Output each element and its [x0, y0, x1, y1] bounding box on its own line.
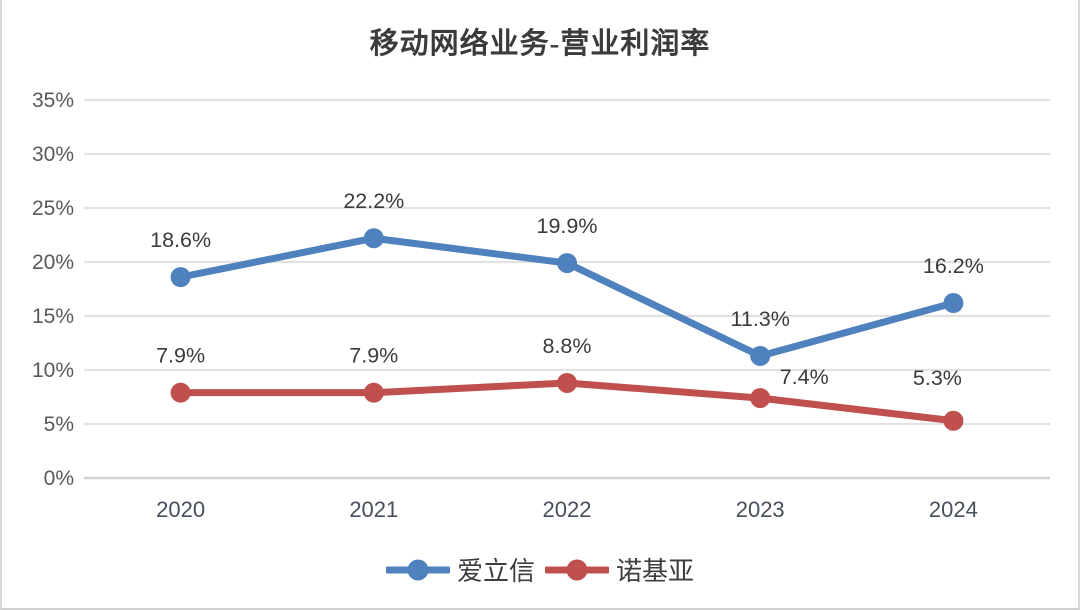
- y-axis-tick-label: 0%: [44, 467, 74, 490]
- chart-legend: 爱立信 诺基亚: [2, 551, 1078, 588]
- legend-item-ericsson: 爱立信: [385, 551, 535, 588]
- y-axis-tick-label: 15%: [32, 305, 74, 328]
- data-point-marker: [170, 267, 191, 288]
- data-label: 7.9%: [349, 344, 398, 368]
- legend-label-ericsson: 爱立信: [456, 557, 535, 586]
- data-point-marker: [750, 345, 771, 366]
- data-point-marker: [363, 382, 384, 403]
- y-axis-tick-label: 5%: [44, 413, 74, 436]
- data-point-marker: [943, 293, 964, 314]
- chart-title: 移动网络业务-营业利润率: [369, 28, 711, 60]
- data-label: 19.9%: [537, 214, 598, 238]
- y-axis-tick-label: 25%: [32, 197, 74, 220]
- data-label: 18.6%: [150, 228, 211, 252]
- data-label: 7.4%: [780, 365, 829, 389]
- data-label: 5.3%: [913, 366, 962, 390]
- legend-line-marker-icon: [385, 559, 450, 580]
- data-point-marker: [750, 388, 771, 409]
- x-axis-tick-label: 2020: [156, 497, 205, 522]
- legend-label-nokia: 诺基亚: [616, 557, 695, 586]
- y-axis-tick-label: 10%: [32, 359, 74, 382]
- legend-item-nokia: 诺基亚: [545, 551, 694, 588]
- y-axis-tick-label: 30%: [32, 143, 74, 166]
- data-point-marker: [557, 253, 577, 274]
- x-axis-tick-label: 2022: [543, 497, 592, 522]
- data-label: 22.2%: [343, 189, 404, 213]
- data-label: 16.2%: [923, 254, 984, 278]
- x-axis-tick-label: 2023: [736, 497, 785, 522]
- data-point-marker: [943, 410, 964, 431]
- data-label: 7.9%: [156, 344, 205, 368]
- y-axis-tick-label: 35%: [32, 89, 74, 112]
- data-point-marker: [363, 228, 384, 249]
- y-axis-tick-label: 20%: [32, 251, 74, 274]
- x-axis-tick-label: 2021: [349, 497, 398, 522]
- data-label: 8.8%: [542, 334, 591, 358]
- x-axis-tick-label: 2024: [929, 497, 978, 522]
- legend-line-marker-icon: [545, 559, 609, 580]
- data-point-marker: [557, 372, 577, 393]
- data-label: 11.3%: [731, 307, 790, 331]
- data-point-marker: [170, 382, 191, 403]
